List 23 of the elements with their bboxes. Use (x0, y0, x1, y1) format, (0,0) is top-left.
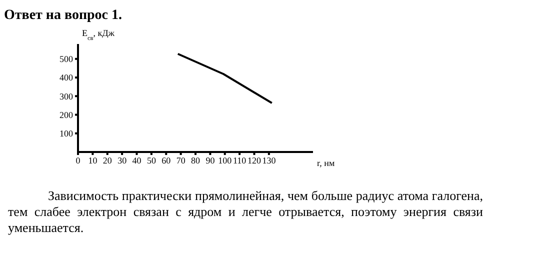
x-tick-label: 100 (218, 155, 232, 166)
x-tick-label: 20 (102, 155, 112, 166)
x-tick-label: 110 (232, 155, 247, 166)
x-tick-label: 130 (262, 155, 276, 166)
chart-title: Ответ на вопрос 1. (4, 8, 124, 24)
x-tick-label: 10 (88, 155, 98, 166)
x-axis-title: r, нм (317, 158, 335, 168)
x-tick-label: 120 (248, 155, 262, 166)
y-tick-label: 500 (60, 54, 74, 64)
y-tick-label: 200 (60, 110, 74, 120)
x-tick-label: 50 (146, 155, 156, 166)
x-tick-label: 60 (162, 155, 172, 166)
y-tick-label: 300 (60, 91, 74, 102)
x-tick-label: 40 (132, 155, 142, 166)
text: Зависимость практически прямолинейная, чем больше радиус атома галогена, тем слабее электрон связан с ядром и легче отрывается, поэтому энергия связи уменьшается. (8, 188, 483, 236)
x-tick-label: 70 (176, 155, 186, 166)
y-axis-title: E$_{св}$, кДж (82, 28, 116, 42)
x-tick-label: 90 (206, 155, 216, 166)
x-tick-label: 80 (191, 155, 200, 166)
y-tick-label: 100 (60, 128, 74, 139)
x-tick-label: 0 (76, 155, 81, 166)
y-tick-label: 400 (60, 72, 74, 83)
x-tick-label: 30 (118, 155, 128, 166)
